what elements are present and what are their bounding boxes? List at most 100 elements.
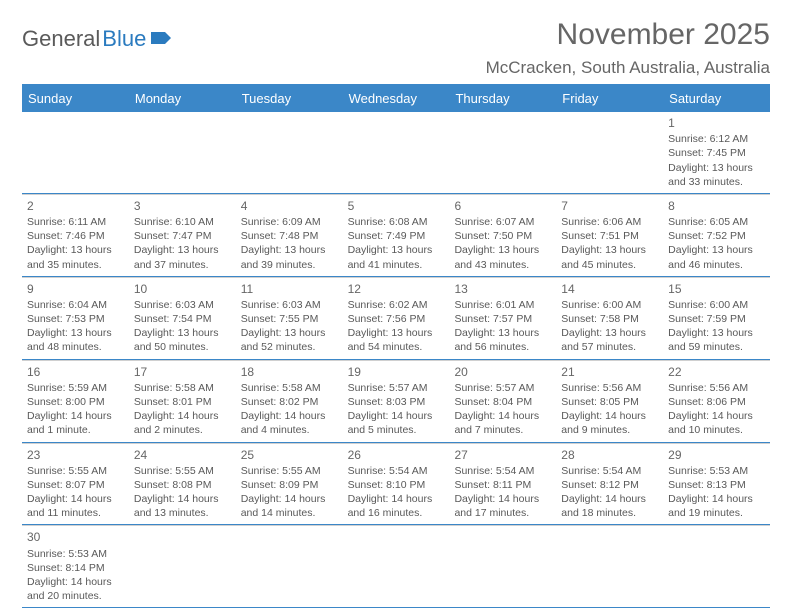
daylight-text: and 1 minute. [27,423,124,437]
day-cell: 10Sunrise: 6:03 AMSunset: 7:54 PMDayligh… [129,277,236,359]
daylight-text: and 33 minutes. [668,175,765,189]
day-cell: 9Sunrise: 6:04 AMSunset: 7:53 PMDaylight… [22,277,129,359]
day-cell: 14Sunrise: 6:00 AMSunset: 7:58 PMDayligh… [556,277,663,359]
weekday-header: Wednesday [343,86,450,112]
daylight-text: Daylight: 14 hours [241,492,338,506]
sunrise-text: Sunrise: 5:58 AM [241,381,338,395]
day-cell: 3Sunrise: 6:10 AMSunset: 7:47 PMDaylight… [129,194,236,276]
day-cell: 8Sunrise: 6:05 AMSunset: 7:52 PMDaylight… [663,194,770,276]
daylight-text: Daylight: 13 hours [348,243,445,257]
sunrise-text: Sunrise: 6:09 AM [241,215,338,229]
empty-day-cell [129,112,236,193]
daylight-text: Daylight: 14 hours [668,492,765,506]
calendar-table: SundayMondayTuesdayWednesdayThursdayFrid… [22,84,770,608]
day-number: 9 [27,281,124,297]
sunrise-text: Sunrise: 5:56 AM [668,381,765,395]
daylight-text: Daylight: 14 hours [454,492,551,506]
day-cell: 7Sunrise: 6:06 AMSunset: 7:51 PMDaylight… [556,194,663,276]
empty-day-cell [343,112,450,193]
day-cell: 23Sunrise: 5:55 AMSunset: 8:07 PMDayligh… [22,443,129,525]
day-cell: 30Sunrise: 5:53 AMSunset: 8:14 PMDayligh… [22,525,129,607]
sunset-text: Sunset: 7:49 PM [348,229,445,243]
sunrise-text: Sunrise: 6:07 AM [454,215,551,229]
day-cell: 13Sunrise: 6:01 AMSunset: 7:57 PMDayligh… [449,277,556,359]
daylight-text: and 10 minutes. [668,423,765,437]
sunrise-text: Sunrise: 5:57 AM [348,381,445,395]
flag-icon [151,26,171,52]
week-row: 16Sunrise: 5:59 AMSunset: 8:00 PMDayligh… [22,360,770,443]
weekday-header: Tuesday [236,86,343,112]
daylight-text: Daylight: 14 hours [134,409,231,423]
empty-day-cell [236,525,343,607]
daylight-text: and 41 minutes. [348,258,445,272]
day-number: 22 [668,364,765,380]
location-subtitle: McCracken, South Australia, Australia [486,58,770,78]
daylight-text: Daylight: 13 hours [348,326,445,340]
day-cell: 24Sunrise: 5:55 AMSunset: 8:08 PMDayligh… [129,443,236,525]
sunset-text: Sunset: 8:13 PM [668,478,765,492]
daylight-text: and 46 minutes. [668,258,765,272]
sunrise-text: Sunrise: 6:06 AM [561,215,658,229]
daylight-text: Daylight: 14 hours [561,409,658,423]
daylight-text: Daylight: 14 hours [241,409,338,423]
daylight-text: Daylight: 13 hours [668,243,765,257]
week-row: 1Sunrise: 6:12 AMSunset: 7:45 PMDaylight… [22,112,770,194]
page-header: GeneralBlue November 2025 McCracken, Sou… [22,18,770,78]
sunrise-text: Sunrise: 5:58 AM [134,381,231,395]
day-number: 3 [134,198,231,214]
empty-day-cell [236,112,343,193]
day-cell: 20Sunrise: 5:57 AMSunset: 8:04 PMDayligh… [449,360,556,442]
sunrise-text: Sunrise: 6:00 AM [668,298,765,312]
day-number: 15 [668,281,765,297]
week-row: 2Sunrise: 6:11 AMSunset: 7:46 PMDaylight… [22,194,770,277]
week-row: 30Sunrise: 5:53 AMSunset: 8:14 PMDayligh… [22,525,770,608]
day-cell: 16Sunrise: 5:59 AMSunset: 8:00 PMDayligh… [22,360,129,442]
logo-text-2: Blue [102,26,146,52]
sunset-text: Sunset: 8:03 PM [348,395,445,409]
day-number: 29 [668,447,765,463]
daylight-text: and 2 minutes. [134,423,231,437]
daylight-text: Daylight: 13 hours [241,243,338,257]
sunset-text: Sunset: 7:51 PM [561,229,658,243]
sunset-text: Sunset: 7:50 PM [454,229,551,243]
sunrise-text: Sunrise: 6:01 AM [454,298,551,312]
sunset-text: Sunset: 8:14 PM [27,561,124,575]
sunset-text: Sunset: 7:47 PM [134,229,231,243]
daylight-text: and 56 minutes. [454,340,551,354]
sunrise-text: Sunrise: 6:05 AM [668,215,765,229]
daylight-text: Daylight: 14 hours [454,409,551,423]
sunset-text: Sunset: 8:05 PM [561,395,658,409]
day-number: 20 [454,364,551,380]
logo: GeneralBlue [22,26,171,52]
sunrise-text: Sunrise: 5:55 AM [27,464,124,478]
day-number: 28 [561,447,658,463]
empty-day-cell [343,525,450,607]
day-number: 13 [454,281,551,297]
day-number: 11 [241,281,338,297]
day-number: 19 [348,364,445,380]
daylight-text: and 9 minutes. [561,423,658,437]
daylight-text: and 59 minutes. [668,340,765,354]
daylight-text: and 13 minutes. [134,506,231,520]
daylight-text: Daylight: 13 hours [27,326,124,340]
daylight-text: and 19 minutes. [668,506,765,520]
daylight-text: Daylight: 13 hours [241,326,338,340]
sunrise-text: Sunrise: 5:54 AM [454,464,551,478]
daylight-text: and 43 minutes. [454,258,551,272]
sunset-text: Sunset: 8:06 PM [668,395,765,409]
day-number: 25 [241,447,338,463]
weekday-header-row: SundayMondayTuesdayWednesdayThursdayFrid… [22,86,770,112]
sunset-text: Sunset: 7:55 PM [241,312,338,326]
day-cell: 19Sunrise: 5:57 AMSunset: 8:03 PMDayligh… [343,360,450,442]
day-cell: 27Sunrise: 5:54 AMSunset: 8:11 PMDayligh… [449,443,556,525]
sunrise-text: Sunrise: 5:54 AM [561,464,658,478]
day-number: 16 [27,364,124,380]
sunrise-text: Sunrise: 5:57 AM [454,381,551,395]
month-title: November 2025 [486,18,770,52]
day-cell: 17Sunrise: 5:58 AMSunset: 8:01 PMDayligh… [129,360,236,442]
title-block: November 2025 McCracken, South Australia… [486,18,770,78]
empty-day-cell [556,525,663,607]
day-cell: 12Sunrise: 6:02 AMSunset: 7:56 PMDayligh… [343,277,450,359]
daylight-text: and 50 minutes. [134,340,231,354]
sunrise-text: Sunrise: 6:08 AM [348,215,445,229]
